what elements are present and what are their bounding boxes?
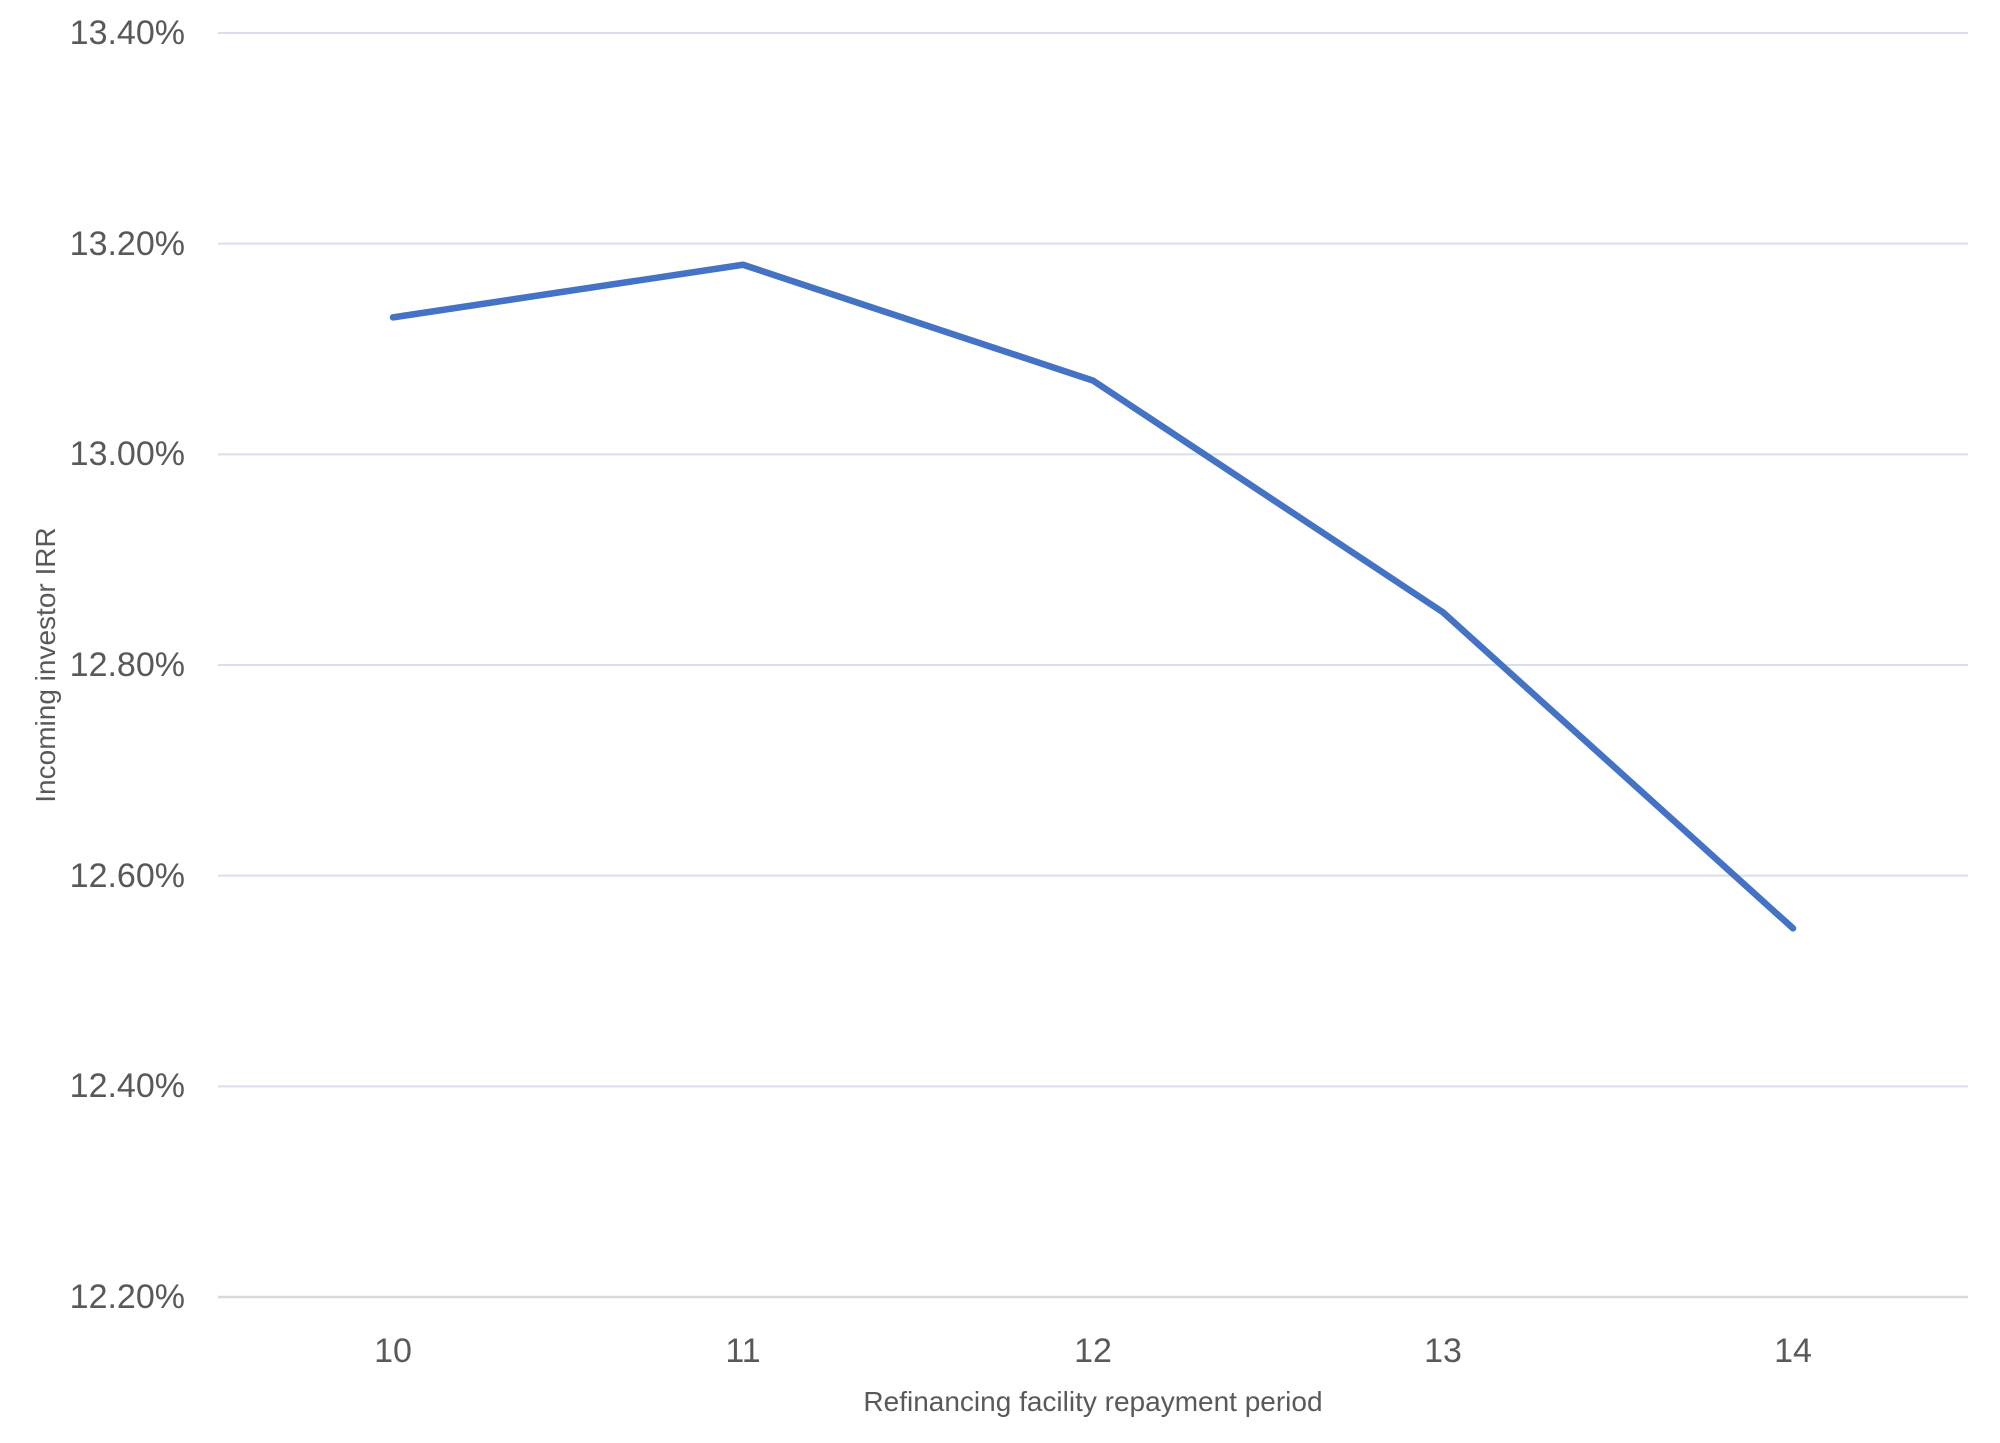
x-tick-label: 10: [374, 1332, 412, 1370]
x-axis-title: Refinancing facility repayment period: [863, 1386, 1323, 1417]
y-axis-title: Incoming investor IRR: [30, 527, 61, 803]
series-line: [389, 261, 1797, 932]
y-tick-label: 13.20%: [69, 224, 185, 263]
y-tick-label: 12.60%: [69, 856, 185, 895]
x-tick-label: 13: [1424, 1332, 1462, 1370]
x-tick-label: 14: [1774, 1332, 1812, 1370]
y-tick-label: 12.40%: [69, 1067, 185, 1106]
y-tick-label: 13.40%: [69, 14, 185, 52]
x-tick-label: 11: [725, 1332, 761, 1370]
y-tick-label: 13.00%: [69, 435, 185, 474]
x-tick-label: 12: [1074, 1332, 1112, 1370]
y-tick-label: 12.80%: [69, 646, 185, 684]
y-tick-label: 12.20%: [69, 1278, 185, 1316]
